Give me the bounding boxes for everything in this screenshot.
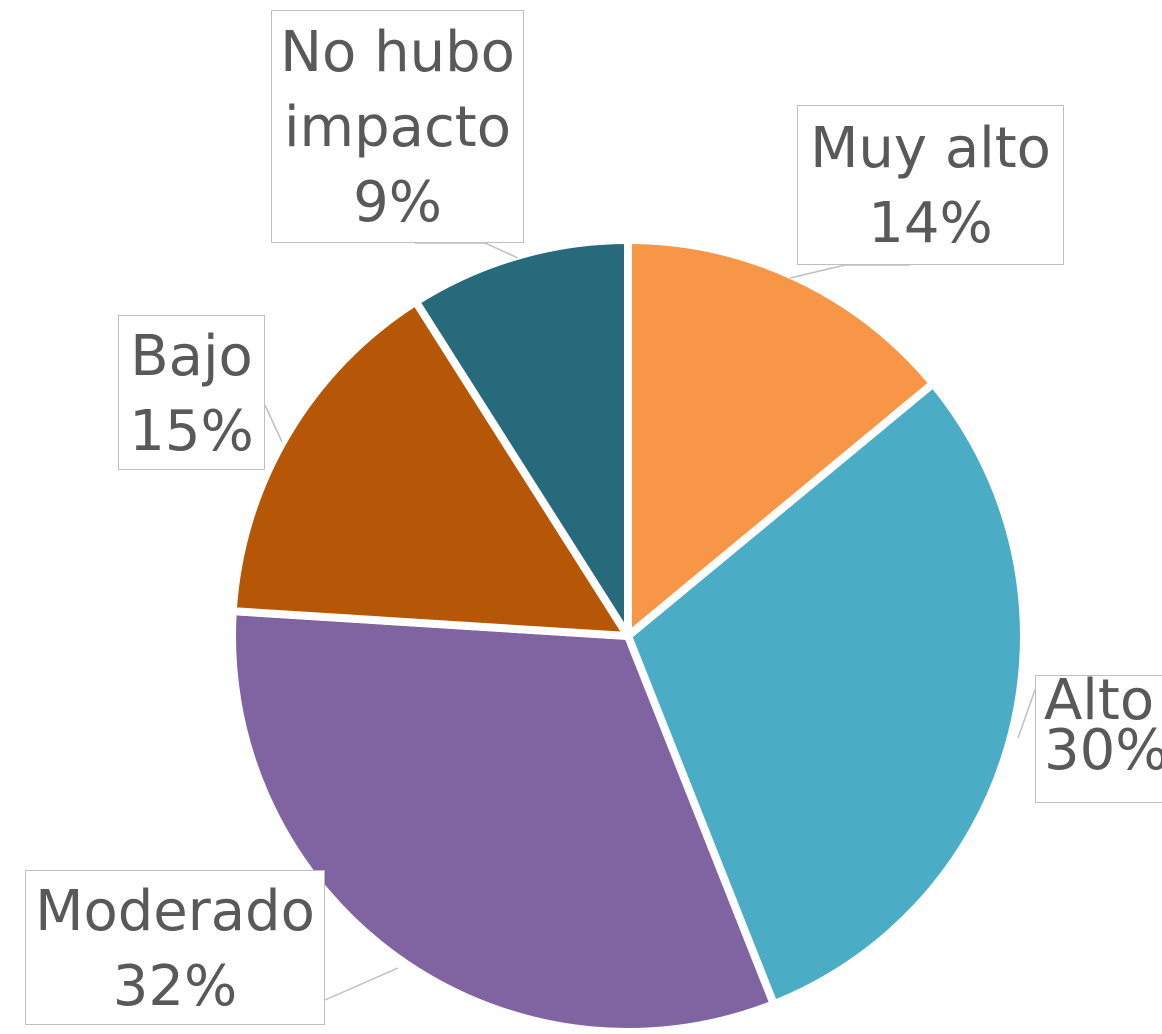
pie-slice: [228, 607, 778, 1034]
value-label: 30%: [1044, 718, 1162, 783]
leader-line: [1017, 689, 1036, 739]
category-label: Muy alto: [810, 116, 1051, 181]
data-label: Moderado 32%: [25, 870, 325, 1025]
category-label: No hubo impacto: [280, 20, 515, 160]
pie-slice: [624, 379, 1028, 1009]
pie-slice: [624, 236, 938, 640]
value-label: 32%: [112, 953, 238, 1019]
data-label: Muy alto 14%: [797, 105, 1064, 265]
leader-line: [324, 967, 399, 1001]
leader-line: [264, 404, 283, 443]
data-label: Bajo 15%: [118, 315, 265, 470]
category-label: Alto: [1044, 668, 1155, 733]
slices: [228, 236, 1028, 1034]
category-label: Moderado: [35, 878, 315, 944]
leader-line: [415, 242, 519, 259]
value-label: 15%: [129, 398, 254, 464]
category-label: Bajo: [130, 323, 253, 389]
leader-lines: [264, 242, 1036, 1001]
pie-slice: [228, 297, 632, 640]
pie-slice: [411, 236, 632, 640]
data-label: Alto 30%: [1035, 668, 1162, 803]
value-label: 14%: [868, 191, 993, 256]
leader-line: [789, 264, 910, 279]
data-label: No hubo impacto 9%: [271, 10, 524, 243]
value-label: 9%: [353, 170, 442, 235]
